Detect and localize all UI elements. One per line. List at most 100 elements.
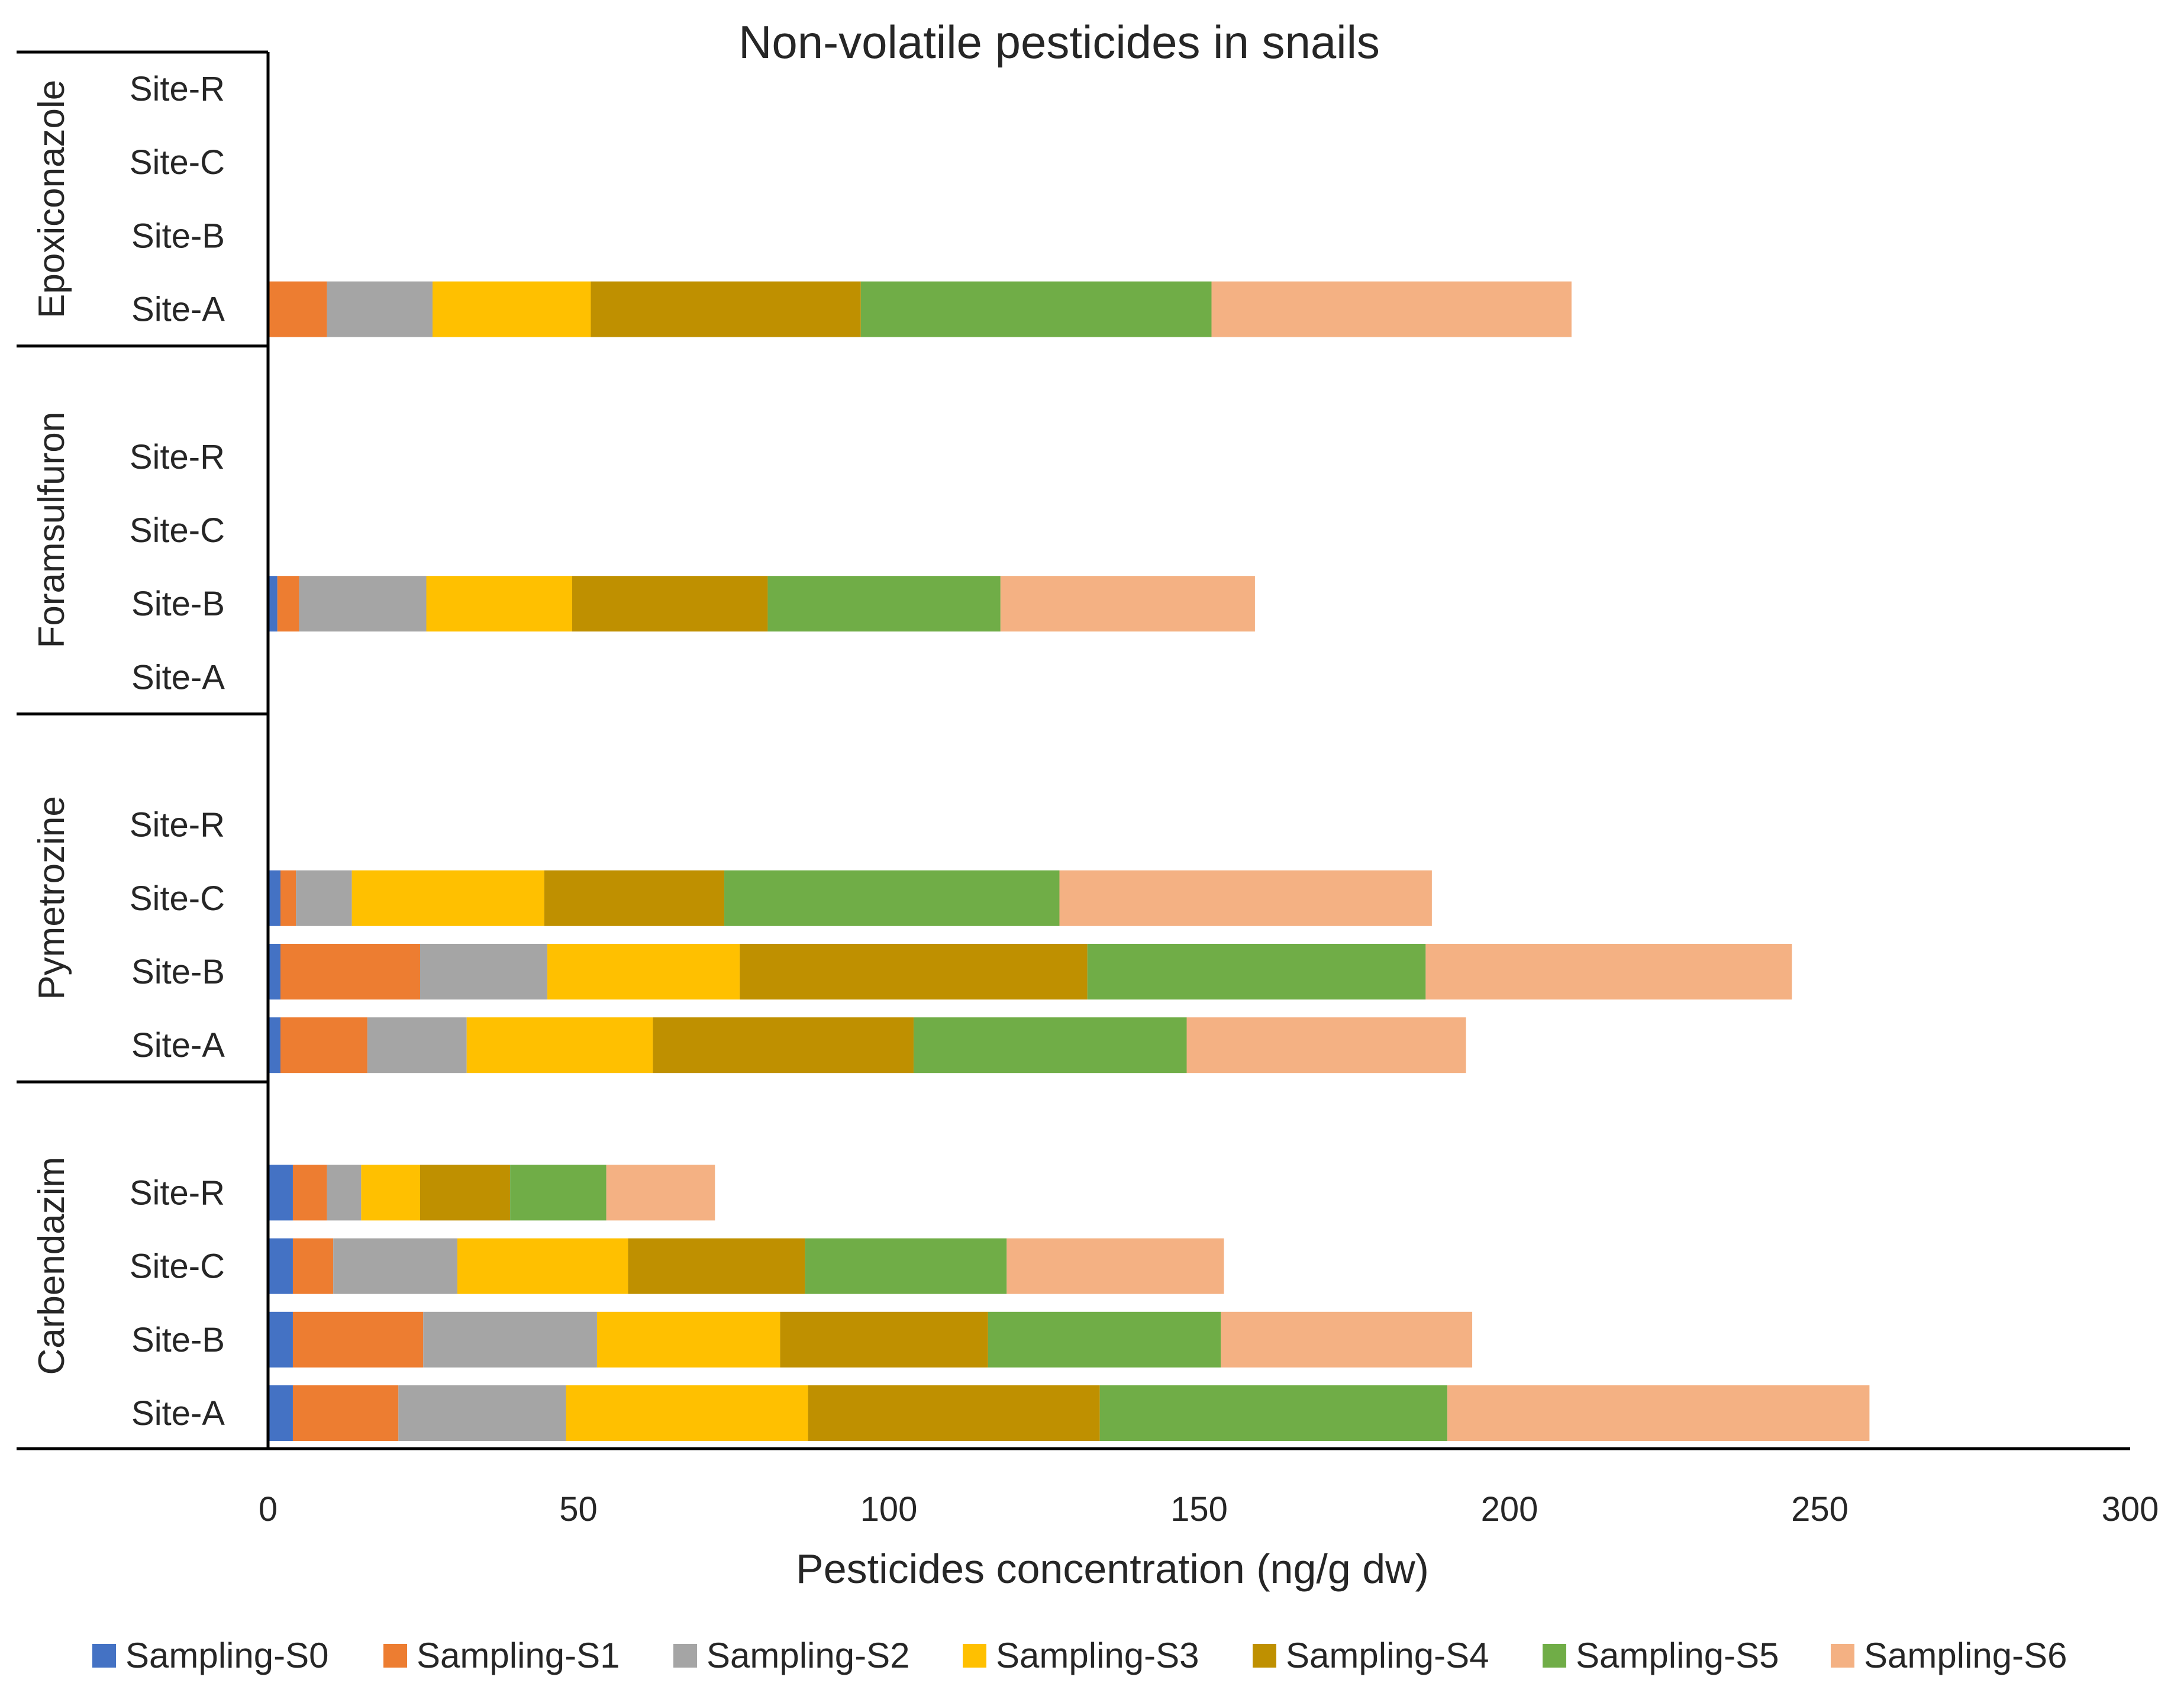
bar-segment-sampling-s1 <box>280 944 421 999</box>
bar-segment-sampling-s1 <box>292 1311 424 1368</box>
bar-segment-sampling-s1 <box>292 1165 327 1221</box>
bar-segment-sampling-s2 <box>367 1017 467 1073</box>
legend-swatch <box>92 1644 116 1668</box>
bar-segment-sampling-s0 <box>268 1017 280 1073</box>
bar-segment-sampling-s0 <box>268 870 280 926</box>
legend-label: Sampling-S3 <box>996 1636 1199 1675</box>
legend: Sampling-S0 Sampling-S1 Sampling-S2 Samplin… <box>92 1636 2067 1675</box>
bar-segment-sampling-s4 <box>420 1165 511 1221</box>
bar-segment-sampling-s2 <box>398 1385 566 1441</box>
category-label: Site-B <box>131 585 225 623</box>
legend-label: Sampling-S6 <box>1864 1636 2067 1675</box>
bar-segment-sampling-s0 <box>268 1238 293 1294</box>
bar-segment-sampling-s0 <box>268 1165 293 1221</box>
bar-segment-sampling-s6 <box>606 1165 715 1221</box>
legend-label: Sampling-S0 <box>125 1636 329 1675</box>
legend-label: Sampling-S5 <box>1576 1636 1779 1675</box>
bar-segment-sampling-s5 <box>767 576 1001 632</box>
bar-segment-sampling-s1 <box>292 1385 399 1441</box>
bars-layer <box>268 281 1870 1441</box>
x-tick-label: 250 <box>1791 1490 1849 1529</box>
bar-segment-sampling-s0 <box>268 944 280 999</box>
legend-swatch <box>383 1644 407 1668</box>
group-label: Pymetrozine <box>31 796 72 1000</box>
bar-segment-sampling-s2 <box>420 944 548 999</box>
x-tick-label: 150 <box>1170 1490 1228 1529</box>
bar-segment-sampling-s6 <box>1211 281 1572 337</box>
bar-segment-sampling-s5 <box>1087 944 1426 999</box>
bar-segment-sampling-s3 <box>432 281 591 337</box>
legend-swatch <box>963 1644 986 1668</box>
bar-segment-sampling-s3 <box>361 1165 421 1221</box>
bar-segment-sampling-s4 <box>572 576 768 632</box>
bar-segment-sampling-s3 <box>351 870 544 926</box>
axes-layer <box>17 50 2130 1450</box>
bar-segment-sampling-s2 <box>299 576 427 632</box>
bar-segment-sampling-s5 <box>724 870 1060 926</box>
bar-segment-sampling-s0 <box>268 1311 293 1368</box>
group-label: Epoxiconazole <box>31 80 72 318</box>
bar-segment-sampling-s6 <box>1447 1385 1870 1441</box>
x-tick-label: 300 <box>2102 1490 2159 1529</box>
bar-segment-sampling-s3 <box>466 1017 653 1073</box>
bar-segment-sampling-s5 <box>988 1311 1221 1368</box>
bar-segment-sampling-s1 <box>280 1017 367 1073</box>
bar-segment-sampling-s6 <box>1000 576 1255 632</box>
bar-segment-sampling-s0 <box>268 1385 293 1441</box>
bar-segment-sampling-s5 <box>1099 1385 1448 1441</box>
chart-title: Non-volatile pesticides in snails <box>738 16 1380 68</box>
x-tick-label: 100 <box>860 1490 918 1529</box>
bar-segment-sampling-s6 <box>1425 944 1792 999</box>
category-label: Site-C <box>130 511 225 550</box>
bar-segment-sampling-s3 <box>566 1385 808 1441</box>
bar-segment-sampling-s1 <box>280 870 296 926</box>
category-label: Site-R <box>130 70 225 108</box>
bar-segment-sampling-s0 <box>268 576 278 632</box>
x-tick-label: 0 <box>259 1490 278 1529</box>
legend-label: Sampling-S1 <box>417 1636 620 1675</box>
bar-segment-sampling-s1 <box>268 281 327 337</box>
bar-segment-sampling-s4 <box>628 1238 805 1294</box>
category-label: Site-B <box>131 953 225 991</box>
legend-swatch <box>1543 1644 1566 1668</box>
category-label: Site-A <box>131 1026 225 1065</box>
legend-label: Sampling-S2 <box>707 1636 910 1675</box>
category-label: Site-A <box>131 658 225 697</box>
bar-segment-sampling-s3 <box>596 1311 780 1368</box>
category-label: Site-A <box>131 291 225 329</box>
category-label: Site-R <box>130 806 225 844</box>
bar-segment-sampling-s3 <box>547 944 740 999</box>
legend-swatch <box>1831 1644 1854 1668</box>
bar-segment-sampling-s5 <box>510 1165 607 1221</box>
x-tick-label: 50 <box>559 1490 598 1529</box>
bar-segment-sampling-s2 <box>423 1311 597 1368</box>
bar-segment-sampling-s6 <box>1006 1238 1224 1294</box>
bar-segment-sampling-s2 <box>327 281 433 337</box>
legend-label: Sampling-S4 <box>1286 1636 1489 1675</box>
bar-segment-sampling-s4 <box>780 1311 988 1368</box>
category-label: Site-B <box>131 217 225 255</box>
bar-segment-sampling-s5 <box>805 1238 1007 1294</box>
category-label: Site-A <box>131 1394 225 1433</box>
bar-segment-sampling-s6 <box>1186 1017 1466 1073</box>
category-labels: Site-R Site-C Site-B Site-A Epoxiconazole Sit… <box>31 70 225 1433</box>
x-tick-labels: 0 50 100 150 200 250 300 <box>259 1490 2159 1529</box>
bar-segment-sampling-s4 <box>740 944 1088 999</box>
bar-segment-sampling-s1 <box>292 1238 334 1294</box>
bar-segment-sampling-s4 <box>591 281 861 337</box>
category-label: Site-C <box>130 879 225 918</box>
bar-segment-sampling-s2 <box>333 1238 457 1294</box>
bar-segment-sampling-s2 <box>327 1165 362 1221</box>
category-label: Site-C <box>130 1247 225 1286</box>
category-label: Site-B <box>131 1321 225 1359</box>
bar-segment-sampling-s5 <box>913 1017 1187 1073</box>
bar-segment-sampling-s3 <box>457 1238 628 1294</box>
group-label: Carbendazim <box>31 1157 72 1375</box>
legend-swatch <box>673 1644 697 1668</box>
bar-segment-sampling-s4 <box>653 1017 914 1073</box>
bar-segment-sampling-s1 <box>277 576 299 632</box>
bar-segment-sampling-s4 <box>544 870 725 926</box>
bar-segment-sampling-s6 <box>1059 870 1432 926</box>
bar-segment-sampling-s3 <box>426 576 573 632</box>
